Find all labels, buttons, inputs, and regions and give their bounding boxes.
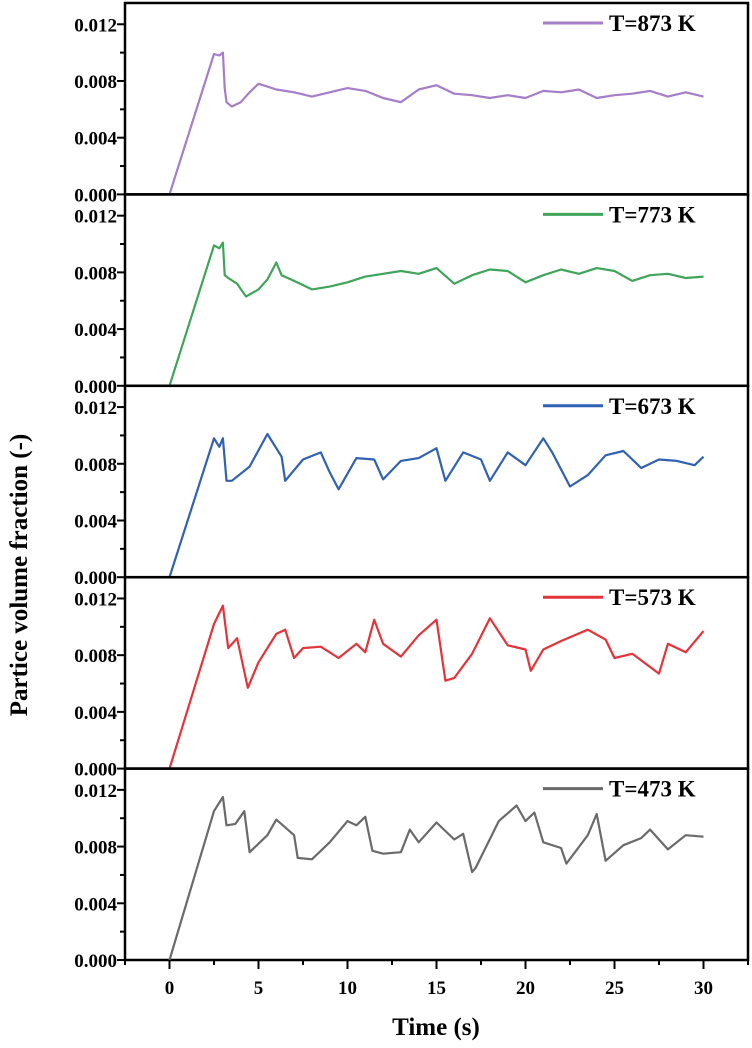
x-tick-label: 0 <box>165 978 175 999</box>
series-line <box>168 432 705 578</box>
y-tick-label: 0.004 <box>74 129 117 150</box>
legend-label: T=873 K <box>609 11 696 36</box>
y-tick-label: 0.004 <box>74 511 117 532</box>
y-tick-label: 0.004 <box>74 703 117 724</box>
y-tick-label: 0.000 <box>74 185 117 206</box>
x-axis-title: Time (s) <box>392 1014 480 1041</box>
x-tick-label: 25 <box>605 978 624 999</box>
y-tick-label: 0.000 <box>74 377 117 398</box>
y-tick-label: 0.004 <box>74 320 117 341</box>
x-tick-label: 20 <box>516 978 535 999</box>
y-tick-label: 0.012 <box>74 207 117 228</box>
legend-label: T=673 K <box>609 394 696 419</box>
y-tick-label: 0.012 <box>74 15 117 36</box>
series-line <box>168 795 704 961</box>
y-tick-label: 0.012 <box>74 589 117 610</box>
y-tick-label: 0.000 <box>74 951 117 972</box>
y-tick-label: 0.000 <box>74 760 117 781</box>
legend-label: T=773 K <box>609 202 696 227</box>
y-tick-label: 0.004 <box>74 894 117 915</box>
x-tick-label: 10 <box>338 978 357 999</box>
series-line <box>168 241 704 387</box>
panel-4: 0.000 0.004 0.008 0.012 T=473 K <box>74 767 750 972</box>
legend-label: T=573 K <box>609 585 696 610</box>
y-tick-label: 0.008 <box>74 646 117 667</box>
x-tick-label: 30 <box>694 978 713 999</box>
series-line <box>168 51 704 195</box>
series-line <box>168 604 705 769</box>
y-tick-label: 0.000 <box>74 568 117 589</box>
y-tick-label: 0.008 <box>74 838 117 859</box>
x-tick-label: 15 <box>427 978 446 999</box>
panel-0: 0.000 0.004 0.008 0.012 T=873 K <box>74 1 750 206</box>
y-tick-label: 0.012 <box>74 398 117 419</box>
panel-2: 0.000 0.004 0.008 0.012 T=673 K <box>74 384 750 589</box>
y-tick-label: 0.012 <box>74 781 117 802</box>
y-tick-label: 0.008 <box>74 263 117 284</box>
x-axis: 0 5 10 15 20 25 30 <box>124 960 749 999</box>
panel-1: 0.000 0.004 0.008 0.012 T=773 K <box>74 193 750 398</box>
y-axis-title: Partice volume fraction (-) <box>6 434 33 717</box>
y-tick-label: 0.008 <box>74 72 117 93</box>
y-tick-label: 0.008 <box>74 455 117 476</box>
panel-3: 0.000 0.004 0.008 0.012 T=573 K <box>74 575 750 781</box>
x-tick-label: 5 <box>254 978 264 999</box>
legend-label: T=473 K <box>609 777 696 802</box>
